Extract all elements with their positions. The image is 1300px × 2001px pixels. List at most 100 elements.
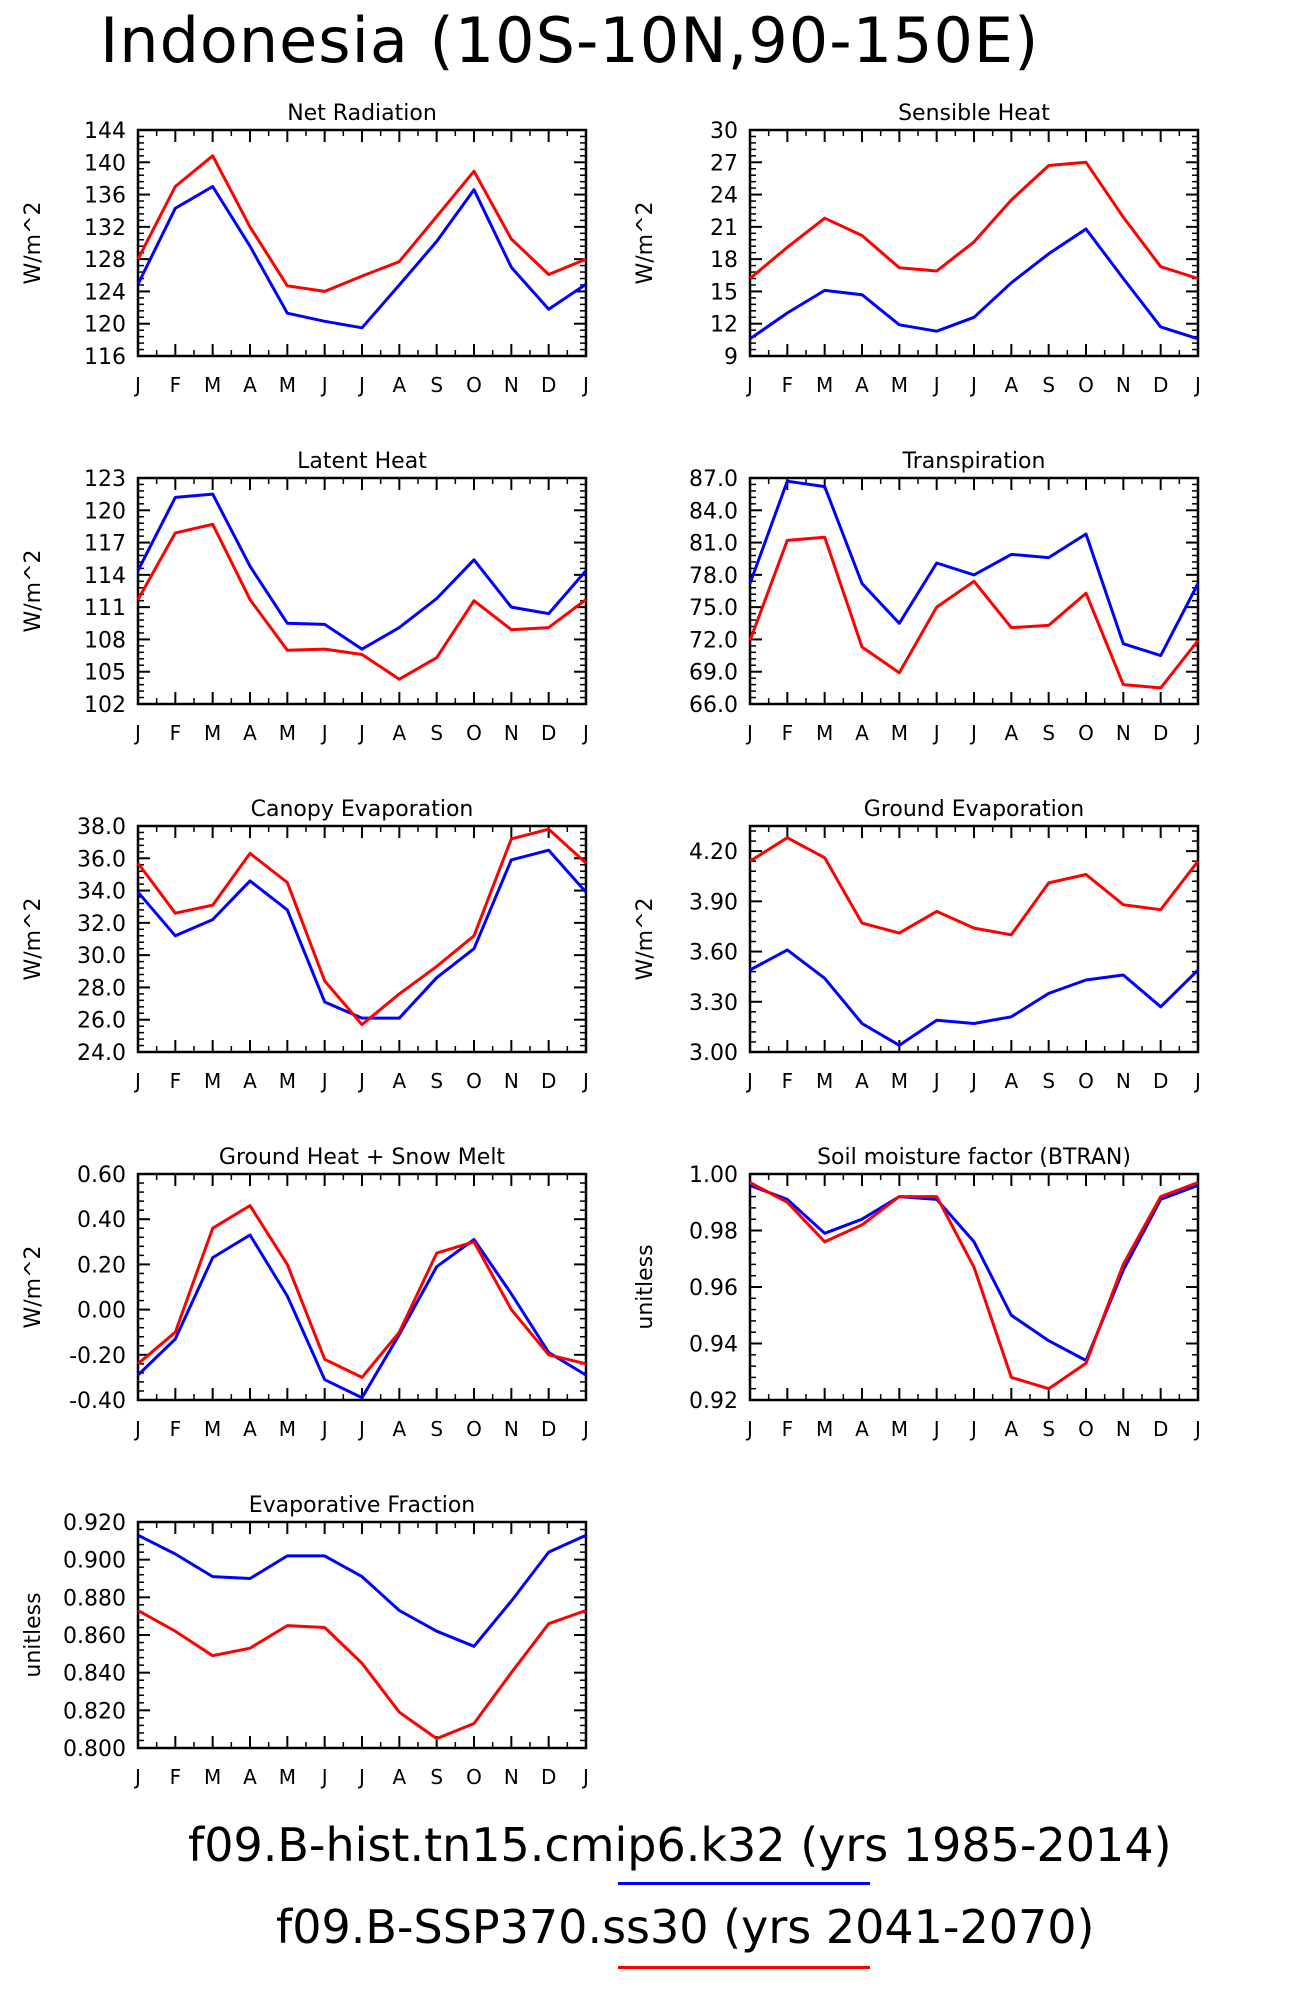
y-tick-label: 116 — [84, 345, 126, 370]
x-tick-label: D — [1153, 373, 1168, 397]
y-axis-label: unitless — [633, 1244, 658, 1329]
panel-4: J F M A M J J A S O N D J66.069.072.075.078.081.084.… — [689, 449, 1201, 745]
y-tick-label: 0.860 — [63, 1624, 126, 1649]
y-tick-label: 9 — [724, 345, 738, 370]
x-tick-label: F — [170, 1417, 182, 1441]
x-tick-label: J — [320, 1417, 328, 1441]
x-tick-label: A — [1004, 1069, 1018, 1093]
x-tick-label: S — [1042, 1069, 1055, 1093]
x-tick-label: M — [279, 1417, 296, 1441]
x-tick-label: J — [1193, 1069, 1201, 1093]
y-tick-label: 30.0 — [77, 944, 126, 969]
x-tick-label: A — [243, 1765, 257, 1789]
x-tick-label: J — [745, 1417, 753, 1441]
panel-title: Sensible Heat — [898, 101, 1050, 126]
x-tick-label: S — [1042, 1417, 1055, 1441]
panel-title: Canopy Evaporation — [251, 797, 474, 822]
panel-title: Ground Evaporation — [864, 797, 1084, 822]
legend-case2-label: f09.B-SSP370.ss30 (yrs 2041-2070) — [276, 1900, 1095, 1954]
y-tick-label: 0.60 — [77, 1163, 126, 1188]
y-tick-label: 0.800 — [63, 1737, 126, 1762]
x-tick-label: N — [504, 1417, 519, 1441]
y-axis-label: W/m^2 — [633, 201, 658, 284]
y-tick-label: 66.0 — [689, 693, 738, 718]
series-line-1 — [136, 492, 588, 651]
x-tick-label: J — [969, 1417, 977, 1441]
x-tick-label: M — [891, 1417, 908, 1441]
x-tick-label: M — [279, 1069, 296, 1093]
charts-canvas: J F M A M J J A S O N D J116120124128132136140144Net… — [21, 101, 1201, 1789]
y-tick-label: 0.920 — [63, 1511, 126, 1536]
y-tick-label: 24.0 — [77, 1041, 126, 1066]
x-tick-label: M — [279, 1765, 296, 1789]
x-tick-label: D — [541, 1417, 556, 1441]
x-tick-label: J — [581, 373, 589, 397]
x-tick-label: F — [782, 1417, 794, 1441]
series-line-2 — [136, 522, 587, 681]
panel-title: Evaporative Fraction — [249, 1493, 475, 1518]
x-tick-label: F — [170, 1069, 182, 1093]
y-tick-label: 108 — [84, 628, 126, 653]
y-tick-label: 0.96 — [689, 1276, 738, 1301]
y-tick-label: 1.00 — [689, 1163, 738, 1188]
x-tick-label: J — [969, 721, 977, 745]
x-tick-label: M — [279, 373, 296, 397]
x-tick-label: J — [932, 1417, 940, 1441]
panel-3: J F M A M J J A S O N D J102105108111114117120123Lat… — [21, 449, 589, 745]
x-tick-label: O — [1078, 1417, 1094, 1441]
x-tick-label: A — [1004, 1417, 1018, 1441]
plot-frame — [748, 476, 1200, 706]
x-tick-label: M — [279, 721, 296, 745]
x-tick-label: J — [133, 1765, 141, 1789]
x-tick-label: N — [504, 1069, 519, 1093]
panel-1: J F M A M J J A S O N D J116120124128132136140144Net… — [21, 101, 589, 397]
y-tick-label: 0.840 — [63, 1662, 126, 1687]
x-tick-label: A — [1004, 721, 1018, 745]
y-tick-label: 38.0 — [77, 815, 126, 840]
x-tick-label: J — [357, 373, 365, 397]
series-line-2 — [136, 154, 587, 293]
x-tick-label: D — [541, 373, 556, 397]
plot-frame — [136, 1172, 588, 1402]
x-tick-label: J — [1193, 1417, 1201, 1441]
series-line-1 — [749, 1183, 1199, 1362]
y-axis-label: W/m^2 — [633, 897, 658, 980]
y-tick-label: 140 — [84, 151, 126, 176]
x-tick-label: M — [816, 721, 833, 745]
panel-title: Soil moisture factor (BTRAN) — [817, 1145, 1131, 1170]
series-line-1 — [136, 848, 588, 1020]
legend-case1-name: f09.B-hist.tn15.cmip6.k32 — [188, 1818, 786, 1872]
y-tick-label: 144 — [84, 119, 126, 144]
x-tick-label: M — [816, 1069, 833, 1093]
x-tick-label: J — [133, 1417, 141, 1441]
series-line-1 — [137, 1533, 587, 1648]
y-tick-label: 21 — [710, 216, 738, 241]
x-tick-label: N — [1116, 721, 1131, 745]
y-axis-label: W/m^2 — [21, 1245, 46, 1328]
panel-title: Transpiration — [902, 449, 1046, 474]
x-tick-label: F — [782, 1069, 794, 1093]
series-line-2 — [749, 1181, 1199, 1391]
x-tick-label: J — [320, 373, 328, 397]
x-tick-label: J — [581, 1765, 589, 1789]
x-tick-label: A — [855, 373, 869, 397]
x-tick-label: J — [581, 721, 589, 745]
x-tick-label: A — [243, 1069, 257, 1093]
x-tick-label: J — [932, 373, 940, 397]
x-tick-label: S — [430, 721, 443, 745]
x-tick-label: S — [430, 1765, 443, 1789]
x-tick-label: J — [133, 1069, 141, 1093]
y-tick-label: 0.94 — [689, 1333, 738, 1358]
x-tick-label: D — [541, 1765, 556, 1789]
page-title: Indonesia (10S-10N,90-150E) — [100, 4, 1040, 77]
y-tick-label: 111 — [84, 596, 126, 621]
x-tick-label: J — [357, 1069, 365, 1093]
legend-case2-line — [618, 1966, 870, 1969]
y-tick-label: 26.0 — [77, 1009, 126, 1034]
x-tick-label: M — [204, 1069, 221, 1093]
x-tick-label: M — [891, 721, 908, 745]
y-tick-label: 0.98 — [689, 1220, 738, 1245]
y-tick-label: 3.90 — [689, 890, 738, 915]
x-tick-label: M — [816, 1417, 833, 1441]
